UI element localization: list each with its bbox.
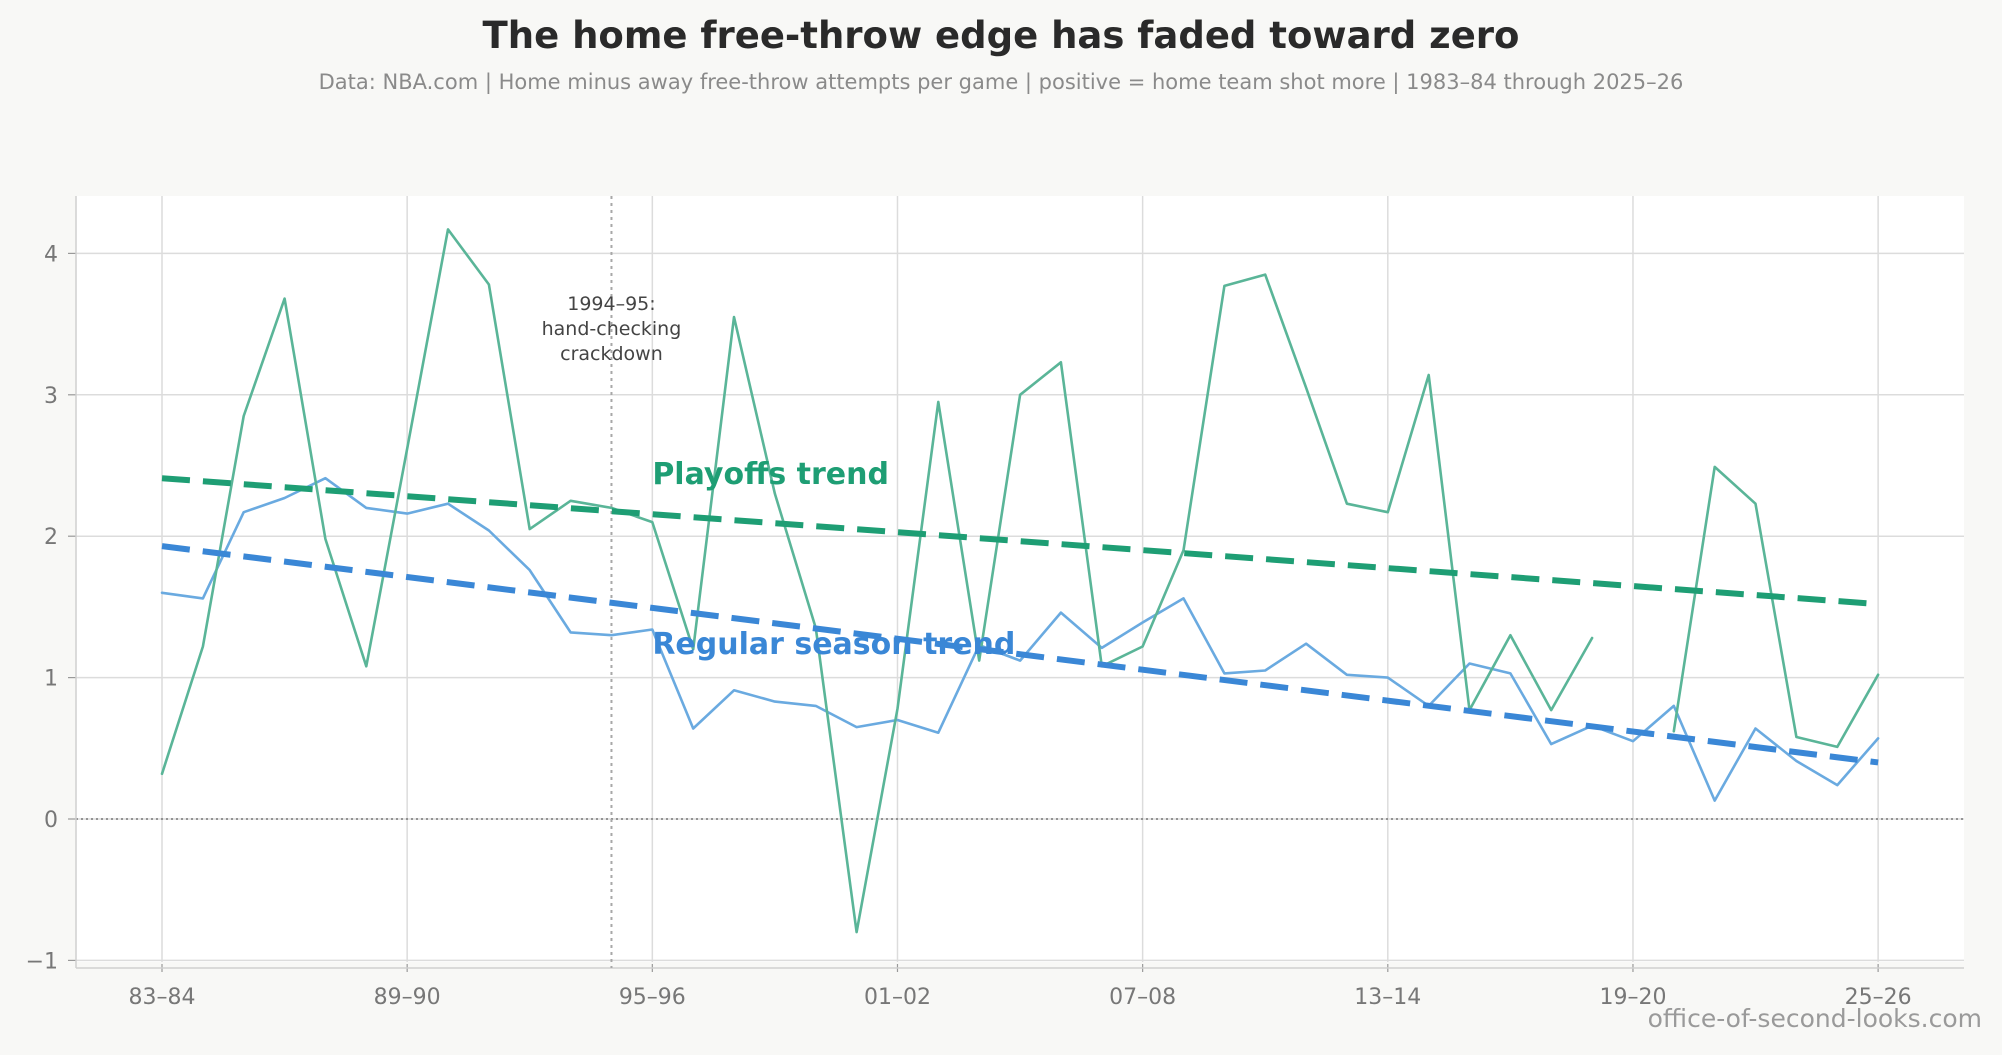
y-tick-label: 2: [44, 525, 58, 550]
x-tick-label: 83–84: [129, 985, 196, 1010]
plot-area: [76, 196, 1964, 962]
x-tick-label: 95–96: [619, 985, 686, 1010]
trend-label-1: Playoffs trend: [652, 457, 889, 492]
trend-line-0: [161, 543, 1879, 766]
chart-subtitle: Data: NBA.com | Home minus away free-thr…: [319, 70, 1684, 95]
series-1: [160, 228, 1880, 934]
y-tick-label: 1: [44, 667, 58, 692]
series-line-segment: [160, 228, 1594, 934]
x-tick-label: 07–08: [1109, 985, 1176, 1010]
x-tick-label: 25–26: [1845, 985, 1912, 1010]
annotation-layer: 1994–95: hand-checking crackdown: [542, 196, 682, 968]
x-tick-label: 13–14: [1354, 985, 1421, 1010]
series-line-segment: [1672, 465, 1880, 749]
annotation-text-line: hand-checking: [542, 318, 682, 340]
y-tick-label: −1: [26, 949, 58, 974]
axis-layer: −1 0 1 2 3 4 83–84 89–90 95–96 01–02 07–08 13–14 19–…: [26, 196, 1964, 1010]
annotation-text-line: 1994–95:: [567, 293, 655, 315]
x-tick-label: 89–90: [374, 985, 441, 1010]
chart-title: The home free-throw edge has faded towar…: [483, 14, 1520, 57]
trend-label-0: Regular season trend: [652, 627, 1015, 662]
x-tick-label: 01–02: [864, 985, 931, 1010]
y-tick-label: 0: [44, 808, 58, 833]
y-tick-label: 3: [44, 384, 58, 409]
y-tick-label: 4: [44, 242, 58, 267]
credit-text: office-of-second-looks.com: [1648, 1004, 1982, 1033]
trend-layer: Regular season trend Playoffs trend: [161, 457, 1879, 766]
annotation-text-line: crackdown: [560, 343, 663, 365]
x-tick-label: 19–20: [1599, 985, 1666, 1010]
